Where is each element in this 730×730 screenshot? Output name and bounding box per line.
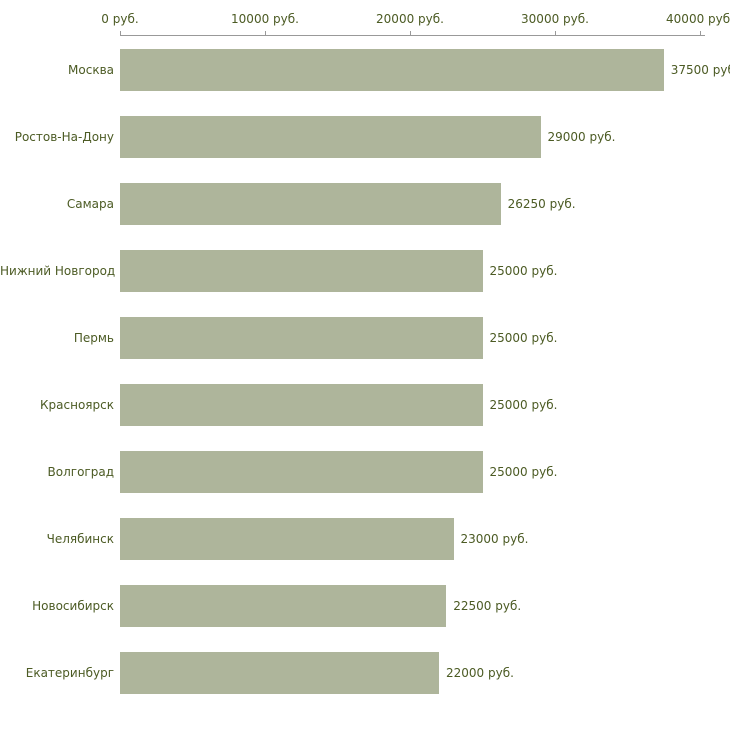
- category-label: Ростов-На-Дону: [14, 129, 114, 144]
- bar: [120, 316, 483, 359]
- bar: [120, 651, 439, 694]
- value-label: 26250 руб.: [507, 196, 576, 211]
- bar: [120, 517, 454, 560]
- value-label: 22500 руб.: [453, 598, 522, 613]
- bar: [120, 182, 501, 225]
- bar: [120, 450, 483, 493]
- bar-row: Новосибирск 22500 руб.: [0, 572, 730, 639]
- bar-row: Самара 26250 руб.: [0, 170, 730, 237]
- bar-row: Волгоград 25000 руб.: [0, 438, 730, 505]
- value-label: 25000 руб.: [489, 263, 558, 278]
- bar: [120, 48, 664, 91]
- x-tick-mark: [410, 31, 411, 36]
- x-tick-mark: [700, 31, 701, 36]
- x-tick-label: 40000 руб.: [666, 12, 730, 26]
- value-label: 25000 руб.: [489, 397, 558, 412]
- value-label: 22000 руб.: [446, 665, 514, 680]
- category-label: Нижний Новгород: [0, 263, 116, 278]
- category-label: Самара: [66, 196, 114, 211]
- x-tick-label: 10000 руб.: [231, 12, 299, 26]
- category-label: Челябинск: [46, 531, 114, 546]
- bar: [120, 584, 447, 627]
- bar: [120, 115, 541, 158]
- bar-row: Пермь 25000 руб.: [0, 304, 730, 371]
- category-label: Красноярск: [40, 397, 114, 412]
- bar: [120, 383, 483, 426]
- category-label: Екатеринбург: [25, 665, 114, 680]
- value-label: 25000 руб.: [489, 330, 558, 345]
- x-tick-mark: [555, 31, 556, 36]
- category-label: Пермь: [73, 330, 114, 345]
- bar-rows: Москва 37500 руб. Ростов-На-Дону 29000 руб.…: [0, 36, 730, 706]
- category-label: Новосибирск: [32, 598, 114, 613]
- bar-row: Нижний Новгород 25000 руб.: [0, 237, 730, 304]
- x-tick-mark: [120, 31, 121, 36]
- category-label: Москва: [68, 62, 114, 77]
- category-label: Волгоград: [47, 464, 114, 479]
- x-tick-label: 0 руб.: [101, 12, 139, 26]
- bar-row: Челябинск 23000 руб.: [0, 505, 730, 572]
- bar: [120, 249, 483, 292]
- value-label: 37500 руб.: [670, 62, 730, 77]
- bar-row: Красноярск 25000 руб.: [0, 371, 730, 438]
- value-label: 29000 руб.: [547, 129, 616, 144]
- value-label: 23000 руб.: [460, 531, 529, 546]
- value-label: 25000 руб.: [489, 464, 558, 479]
- x-tick-label: 20000 руб.: [376, 12, 444, 26]
- x-tick-mark: [265, 31, 266, 36]
- bar-row: Москва 37500 руб.: [0, 36, 730, 103]
- bar-row: Екатеринбург 22000 руб.: [0, 639, 730, 706]
- x-axis-line: [120, 35, 705, 36]
- x-tick-label: 30000 руб.: [521, 12, 589, 26]
- bar-row: Ростов-На-Дону 29000 руб.: [0, 103, 730, 170]
